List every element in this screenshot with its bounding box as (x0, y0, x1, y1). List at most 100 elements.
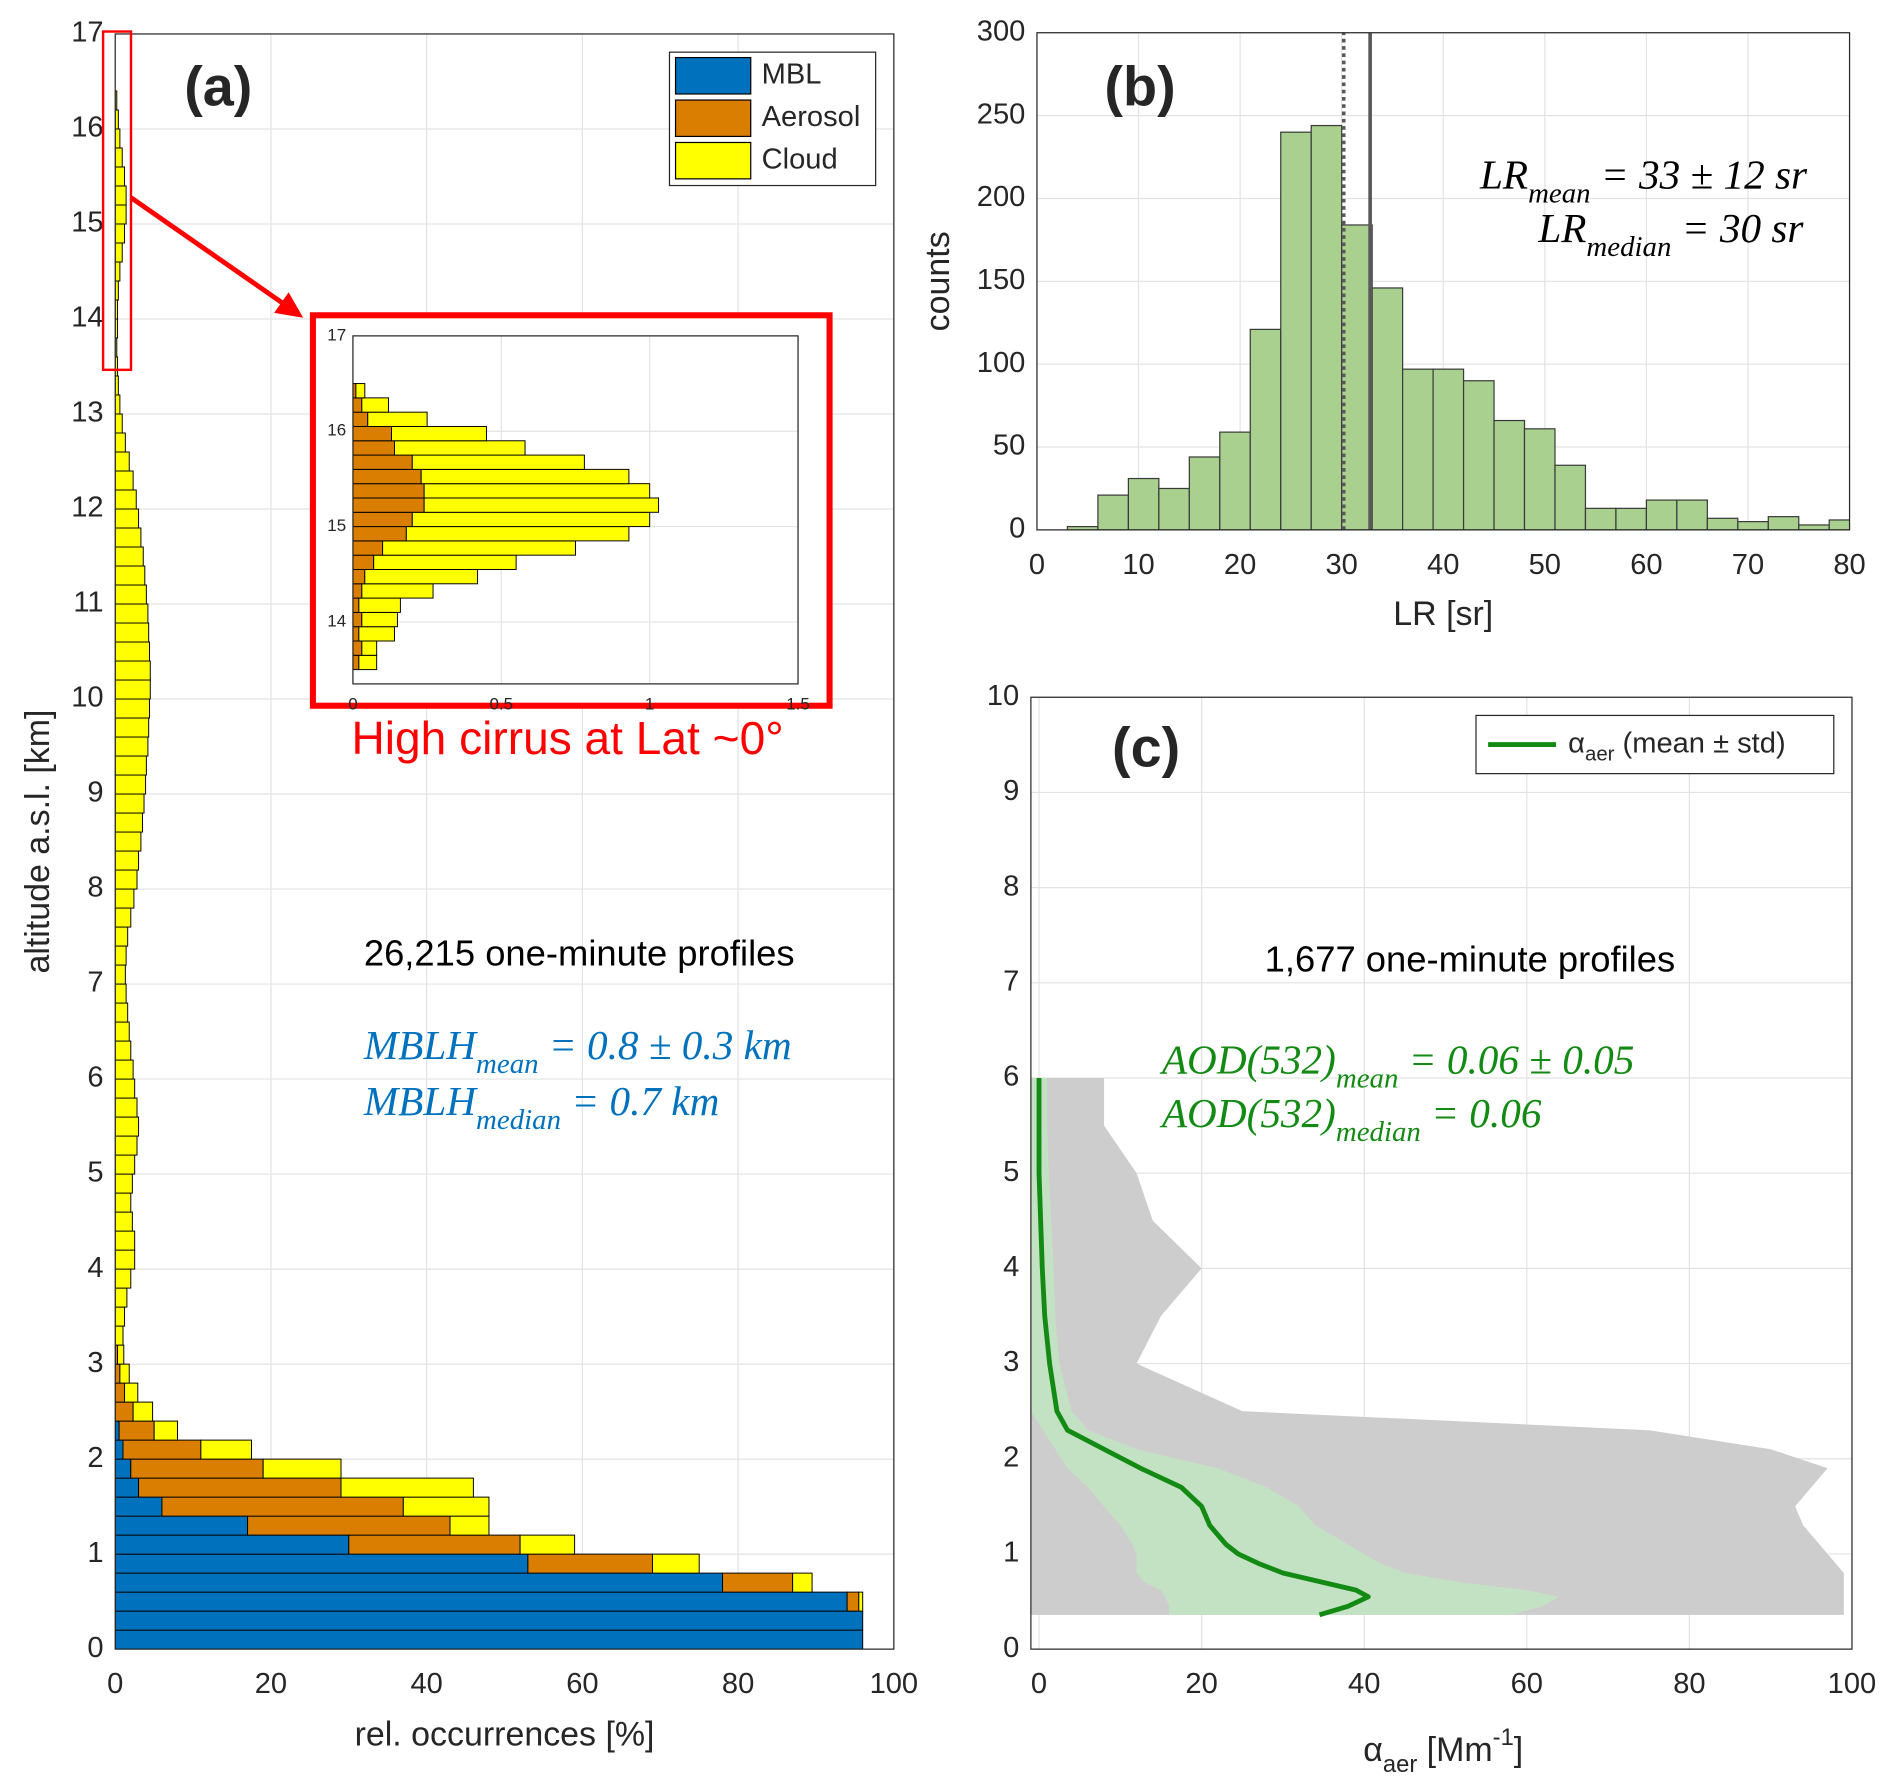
bar-segment (352, 569, 366, 585)
bar-segment (115, 1135, 138, 1156)
bar-segment (402, 1496, 490, 1517)
text-part: MBLH (363, 1023, 478, 1069)
bar-segment (382, 540, 576, 556)
histogram-bar (1462, 380, 1495, 530)
axes-frame (1036, 32, 1851, 531)
y-tick-label: 1 (87, 1537, 103, 1569)
y-tick-label: 300 (977, 15, 1026, 47)
bar-segment (115, 1116, 140, 1137)
bar-segment (519, 1534, 576, 1555)
legend-label: Aerosol (762, 101, 861, 133)
bar-segment (138, 1477, 342, 1498)
bar-segment (352, 540, 384, 556)
text-part: = 0.8 ± 0.3 km (539, 1023, 792, 1069)
x-tick-label: 30 (1325, 549, 1357, 581)
x-tick-label: 40 (1427, 549, 1459, 581)
histogram-bar (1158, 487, 1190, 530)
bar-segment (115, 888, 135, 909)
bar-segment (355, 383, 366, 399)
legend: αaer (mean ± std) (1475, 714, 1835, 775)
bar-segment (858, 1591, 864, 1612)
y-axis-label: counts (919, 231, 957, 331)
bar-segment (361, 640, 378, 656)
y-tick-label: 12 (71, 492, 103, 524)
histogram-bar (1584, 507, 1617, 530)
y-tick-label: 8 (87, 872, 103, 904)
y-tick-label: 15 (71, 207, 103, 239)
zoom-arrow (129, 195, 288, 308)
y-tick-label: 15 (327, 516, 346, 535)
bar-segment (115, 1211, 133, 1232)
panel-label: (b) (1104, 56, 1175, 118)
bar-segment (132, 1401, 154, 1422)
bar-segment (115, 1629, 864, 1650)
bar-segment (115, 1021, 130, 1042)
text-part: median (476, 1104, 561, 1136)
bar-segment (115, 1439, 124, 1460)
x-axis-label: LR [sr] (1393, 595, 1493, 633)
x-tick-label: 20 (255, 1668, 287, 1700)
x-tick-label: 60 (1511, 1668, 1543, 1700)
text-part: mean (1336, 1062, 1399, 1094)
y-tick-label: 10 (71, 682, 103, 714)
text-part: = 33 ± 12 sr (1591, 152, 1808, 198)
x-tick-label: 0 (1031, 1668, 1047, 1700)
histogram-bar (1280, 131, 1312, 530)
bar-segment (115, 1192, 132, 1213)
bar-segment (449, 1515, 490, 1536)
y-tick-label: 7 (1003, 965, 1019, 997)
bar-segment (115, 1572, 724, 1593)
x-tick-label: 0 (107, 1668, 123, 1700)
legend-swatch (674, 99, 752, 138)
bar-segment (411, 511, 651, 528)
bar-segment (358, 654, 378, 671)
annotation: LRmedian = 30 sr (1537, 205, 1804, 262)
legend-label: Cloud (762, 143, 838, 175)
text-part: aer (1585, 744, 1615, 766)
bar-segment (115, 185, 127, 206)
bar-segment (115, 565, 146, 586)
bar-segment (352, 597, 360, 613)
bar-segment (391, 425, 487, 442)
y-axis-label: altitude a.s.l. [km] (19, 710, 57, 974)
bar-segment (122, 1439, 202, 1460)
text-part: High cirrus at Lat ~0° (352, 712, 784, 764)
histogram-bar (1341, 224, 1373, 530)
bar-segment (200, 1439, 252, 1460)
bar-segment (352, 654, 360, 671)
bar-segment (115, 622, 150, 643)
y-tick-label: 0 (87, 1632, 103, 1664)
plot-area (1030, 1077, 1844, 1618)
text-part: mean (1528, 177, 1591, 209)
bar-segment (115, 1534, 350, 1555)
histogram-bar (1737, 521, 1769, 530)
bar-segment (420, 468, 630, 485)
x-tick-label: 100 (870, 1668, 919, 1700)
histogram-bar (1706, 517, 1739, 530)
bar-segment (115, 470, 134, 491)
histogram-bar (1432, 368, 1465, 530)
bar-segment (352, 440, 395, 456)
bar-segment (115, 926, 129, 947)
legend-swatch (674, 141, 752, 180)
annotation: AOD(532)median = 0.06 (1159, 1090, 1542, 1147)
bar-segment (115, 755, 147, 776)
bar-segment (153, 1420, 178, 1441)
y-tick-label: 50 (993, 430, 1025, 462)
bar-segment (115, 869, 138, 890)
histogram-bar (1554, 464, 1587, 530)
histogram-bar (1371, 287, 1404, 530)
x-tick-label: 80 (1673, 1668, 1705, 1700)
bar-segment (115, 698, 150, 719)
y-tick-label: 11 (73, 587, 103, 619)
y-tick-label: 150 (977, 264, 1026, 296)
bar-segment (115, 1173, 133, 1194)
axes-frame (1030, 696, 1853, 1650)
x-tick-label: 0 (348, 695, 357, 714)
x-tick-label: 1 (645, 695, 654, 714)
x-tick-label: 60 (566, 1668, 598, 1700)
text-part: = 0.7 km (561, 1078, 719, 1124)
plot-area (352, 383, 660, 671)
x-tick-label: 80 (1833, 549, 1865, 581)
